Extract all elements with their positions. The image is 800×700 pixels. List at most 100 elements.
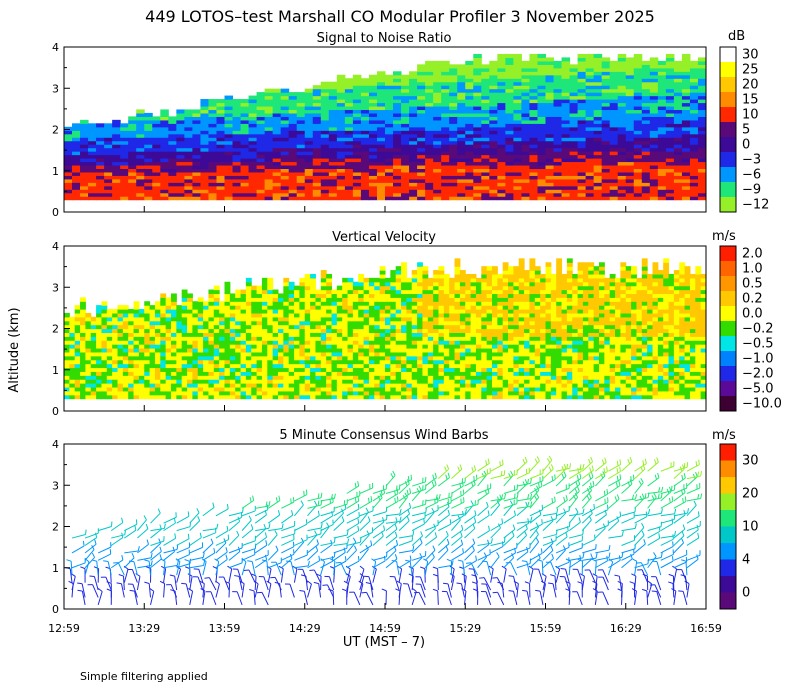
velocity-cell (219, 375, 225, 380)
velocity-cell (299, 301, 306, 306)
snr-cell (144, 189, 153, 194)
snr-cell (625, 99, 635, 104)
snr-cell (513, 144, 522, 149)
snr-cell (673, 112, 683, 117)
velocity-cell (379, 332, 386, 337)
snr-cell (665, 119, 675, 124)
snr-cell (489, 196, 498, 201)
velocity-cell (288, 309, 295, 314)
snr-cell (529, 185, 538, 190)
snr-cell (625, 109, 635, 114)
velocity-cell (438, 394, 445, 400)
velocity-cell (69, 383, 76, 388)
snr-cell (208, 133, 217, 138)
y-axis-label: Altitude (km) (7, 307, 22, 392)
snr-cell (473, 67, 482, 72)
velocity-cell (144, 359, 151, 365)
velocity-cell (363, 293, 370, 298)
velocity-cell (310, 336, 316, 341)
velocity-cell (101, 390, 108, 396)
velocity-cell (192, 359, 199, 365)
velocity-cell (112, 363, 118, 369)
velocity-cell (144, 312, 151, 318)
snr-cell (457, 123, 466, 128)
snr-cell (489, 182, 498, 187)
snr-cell (593, 178, 603, 183)
snr-cell (601, 95, 611, 100)
snr-cell (665, 158, 675, 163)
velocity-cell (74, 324, 81, 330)
velocity-cell (219, 316, 225, 322)
snr-cell (352, 126, 362, 131)
velocity-cell (278, 297, 284, 302)
snr-cell (393, 182, 402, 187)
snr-cell (673, 154, 683, 159)
velocity-cell (465, 336, 472, 341)
velocity-cell (117, 394, 124, 400)
velocity-cell (422, 277, 429, 283)
snr-cell (673, 140, 683, 145)
velocity-cell (320, 301, 327, 306)
velocity-cell (385, 309, 391, 314)
snr-cell (649, 178, 659, 183)
velocity-cell (272, 328, 279, 333)
snr-cell (457, 116, 466, 121)
snr-cell (457, 178, 466, 183)
velocity-cell (374, 394, 381, 400)
snr-cell (208, 185, 217, 190)
snr-cell (192, 178, 201, 183)
snr-cell (200, 123, 209, 128)
snr-cell (200, 175, 209, 180)
snr-cell (561, 192, 571, 197)
snr-cell (272, 147, 282, 152)
snr-cell (601, 60, 611, 65)
velocity-cell (240, 375, 247, 380)
velocity-cell (165, 309, 172, 314)
snr-cell (393, 119, 402, 124)
velocity-cell (240, 367, 247, 372)
snr-cell (240, 151, 250, 156)
snr-cell (545, 92, 555, 97)
velocity-cell (85, 394, 92, 400)
velocity-cell (176, 394, 183, 400)
velocity-cell (342, 394, 349, 400)
snr-cell (256, 140, 266, 145)
snr-cell (457, 112, 466, 117)
snr-cell (657, 196, 667, 201)
snr-cell (449, 71, 458, 76)
snr-cell (649, 92, 659, 97)
snr-cell (417, 85, 426, 90)
snr-cell (288, 102, 298, 107)
velocity-cell (96, 375, 102, 380)
snr-cell (192, 168, 201, 173)
velocity-cell (229, 390, 236, 396)
snr-cell (681, 112, 691, 117)
snr-cell (529, 171, 538, 176)
snr-cell (240, 178, 250, 183)
velocity-cell (336, 305, 343, 310)
snr-cell (96, 147, 105, 152)
velocity-cell (203, 375, 209, 380)
snr-cell (312, 99, 322, 104)
snr-cell (497, 161, 506, 166)
snr-cell (304, 123, 314, 128)
snr-cell (657, 189, 667, 194)
snr-cell (577, 71, 587, 76)
snr-cell (376, 74, 386, 79)
colorbar-swatch (720, 77, 736, 93)
velocity-cell (267, 347, 274, 353)
velocity-cell (197, 347, 204, 353)
velocity-cell (283, 340, 290, 345)
velocity-cell (160, 394, 167, 400)
velocity-cell (331, 371, 338, 376)
snr-cell (296, 105, 306, 111)
snr-cell (128, 164, 137, 170)
snr-cell (657, 92, 667, 97)
snr-cell (376, 71, 386, 76)
colorbar-swatch (720, 152, 736, 168)
snr-cell (344, 154, 354, 159)
snr-cell (136, 154, 145, 159)
velocity-cell (208, 328, 215, 333)
velocity-cell (74, 328, 81, 333)
snr-cell (513, 168, 522, 173)
